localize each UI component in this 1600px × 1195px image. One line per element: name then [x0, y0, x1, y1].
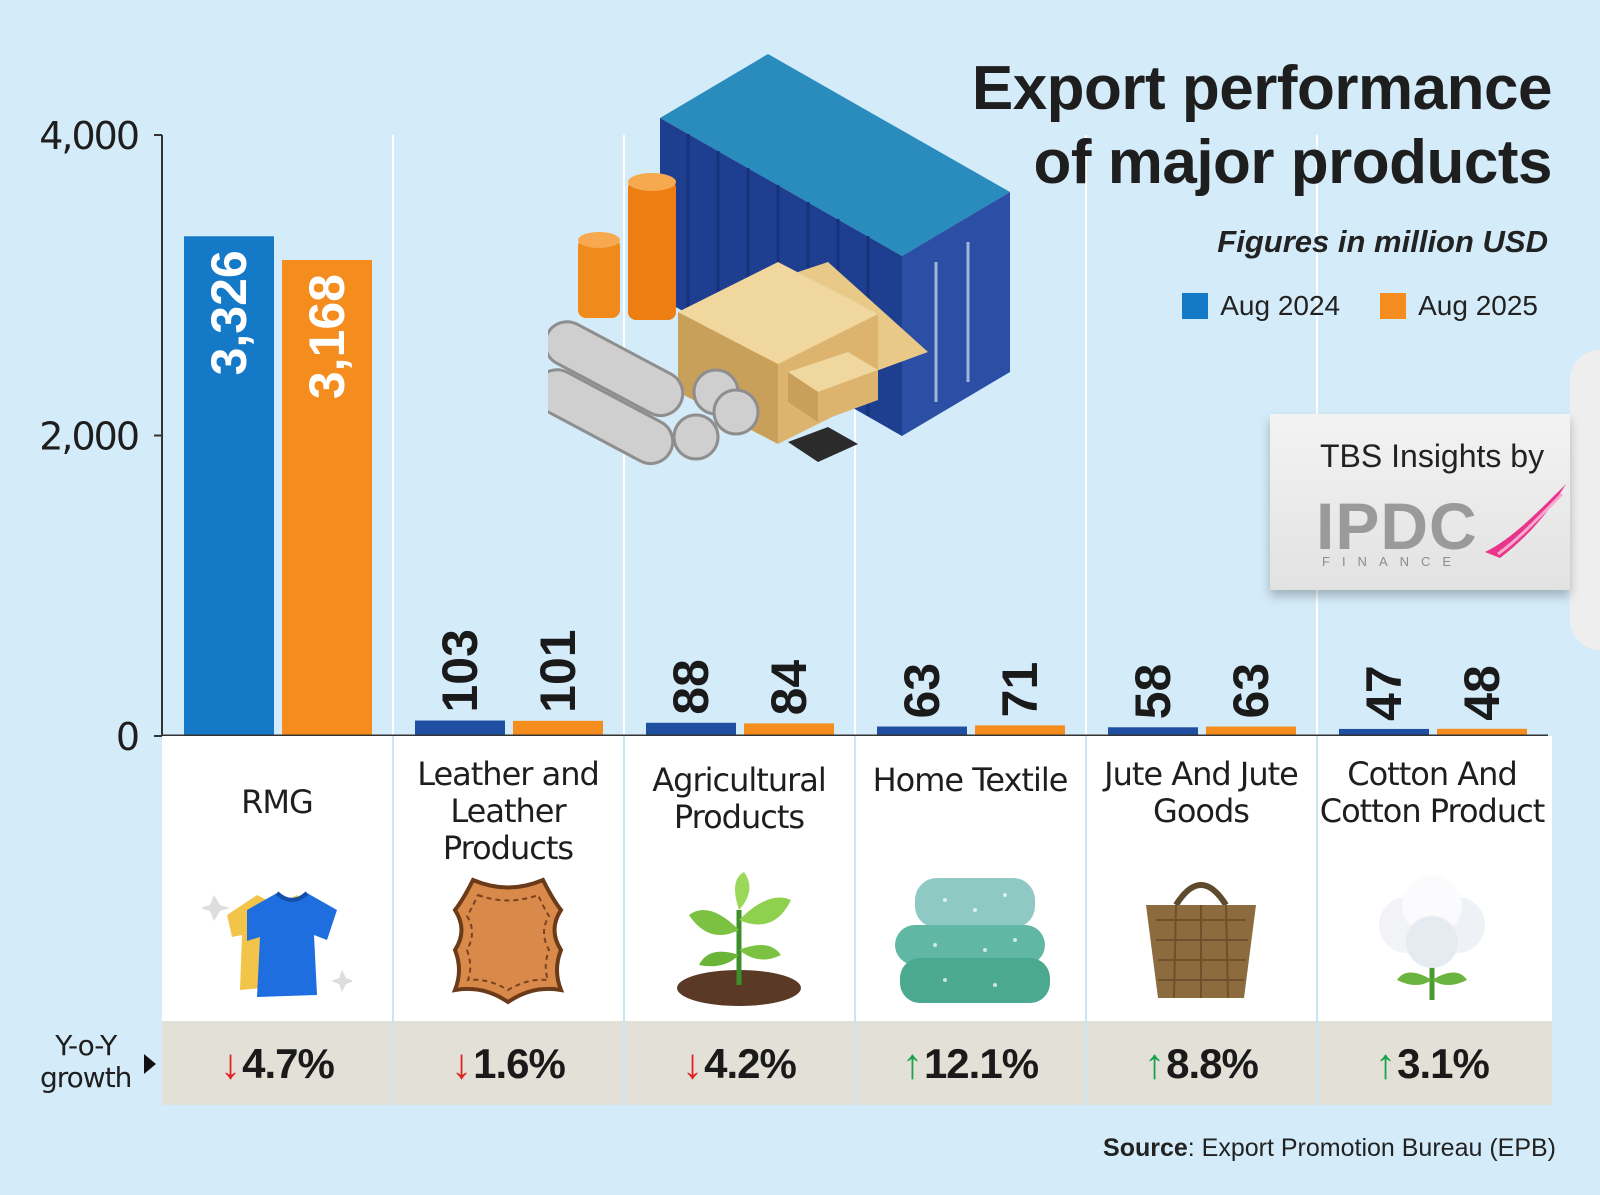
bar-aug-2025: [1206, 726, 1296, 736]
category-label: Home Textile: [872, 761, 1069, 799]
chart-subtitle: Figures in million USD: [1217, 224, 1548, 259]
column-divider: [854, 736, 856, 1105]
legend-label-aug-2025: Aug 2025: [1418, 290, 1538, 321]
data-label: 71: [992, 662, 1048, 718]
arrow-up-icon: ↑: [1375, 1040, 1396, 1087]
yoy-growth-value: ↓ 1.6%: [395, 1040, 621, 1088]
source-label: Source: [1103, 1134, 1188, 1162]
leather-hide-icon: [395, 870, 621, 1010]
arrow-down-icon: ↓: [220, 1040, 241, 1087]
arrow-down-icon: ↓: [451, 1040, 472, 1087]
bar-aug-2025: [513, 720, 603, 736]
jute-bag-icon: [1088, 870, 1314, 1010]
y-tick-label: 4,000: [39, 114, 138, 158]
arrow-up-icon: ↑: [1144, 1040, 1165, 1087]
yoy-growth-value: ↑ 12.1%: [857, 1040, 1083, 1088]
source-note: Source: Export Promotion Bureau (EPB): [1103, 1134, 1556, 1163]
y-tick-label: 2,000: [39, 415, 138, 459]
column-divider: [623, 736, 625, 1105]
sponsor-text: TBS Insights by: [1320, 438, 1545, 474]
column-divider: [1085, 736, 1087, 1105]
yoy-pointer-icon: [144, 1054, 156, 1074]
chart-title: Export performance of major products: [971, 52, 1553, 200]
cargo-illustration: [533, 52, 1048, 492]
ipdc-logo-sub: FINANCE: [1322, 554, 1464, 569]
bar-aug-2024: [1108, 727, 1198, 736]
arrow-down-icon: ↓: [682, 1040, 703, 1087]
category-label: Jute And Jute Goods: [1104, 755, 1299, 830]
data-label: 47: [1356, 665, 1412, 721]
category-label: Cotton And Cotton Product: [1319, 755, 1546, 830]
category-label: RMG: [241, 783, 314, 821]
growth-value: 4.7%: [242, 1040, 335, 1087]
title-line-2: of major products: [1033, 128, 1552, 197]
data-label: 84: [761, 660, 817, 716]
data-label: 63: [1223, 663, 1279, 719]
data-label: 48: [1454, 665, 1510, 721]
bar-aug-2024: [646, 722, 736, 736]
bar-aug-2024: [1339, 728, 1429, 736]
yoy-label-line-1: Y-o-Y: [55, 1029, 117, 1062]
sponsor-card-bg: [1270, 414, 1570, 590]
bar-aug-2024: [184, 236, 274, 736]
data-label: 101: [530, 629, 586, 712]
bar-aug-2025: [975, 725, 1065, 736]
yoy-growth-value: ↓ 4.7%: [164, 1040, 390, 1088]
sponsor-card: TBS Insights by IPDC FINANCE: [1270, 414, 1600, 594]
folded-towels-icon: [857, 870, 1083, 1010]
data-label: 58: [1125, 664, 1181, 720]
growth-value: 4.2%: [704, 1040, 797, 1087]
title-line-1: Export performance: [971, 54, 1553, 123]
legend: Aug 2024 Aug 2025: [1182, 290, 1538, 322]
data-label: 63: [894, 663, 950, 719]
legend-swatch-aug-2025: [1380, 293, 1407, 319]
bar-aug-2024: [877, 726, 967, 736]
growth-value: 12.1%: [923, 1040, 1039, 1087]
growth-value: 3.1%: [1397, 1040, 1490, 1087]
legend-item-aug-2024: Aug 2024: [1182, 290, 1340, 322]
yoy-label-line-2: growth: [40, 1061, 132, 1094]
arrow-up-icon: ↑: [901, 1040, 923, 1087]
yoy-growth-value: ↑ 8.8%: [1088, 1040, 1314, 1088]
bar-aug-2025: [744, 723, 834, 736]
bar-aug-2025: [1437, 728, 1527, 736]
ipdc-logo: IPDC: [1316, 489, 1478, 563]
growth-value: 1.6%: [473, 1040, 566, 1087]
yoy-growth-value: ↓ 4.2%: [626, 1040, 852, 1088]
growth-value: 8.8%: [1166, 1040, 1259, 1087]
tshirt-icon: [164, 870, 390, 1010]
data-label: 3,326: [201, 250, 257, 375]
ipdc-swoosh-icon: [1485, 484, 1566, 558]
source-text: : Export Promotion Bureau (EPB): [1187, 1134, 1556, 1162]
data-label: 88: [663, 659, 719, 715]
column-divider: [392, 736, 394, 1105]
side-tab: [1570, 350, 1600, 650]
legend-label-aug-2024: Aug 2024: [1220, 290, 1341, 321]
category-label: Agricultural Products: [652, 761, 827, 836]
data-label: 3,168: [299, 274, 355, 399]
bar-aug-2024: [415, 720, 505, 736]
column-divider: [1316, 736, 1318, 1105]
yoy-growth-value: ↑ 3.1%: [1319, 1040, 1545, 1088]
yoy-label: Y-o-Y growth: [40, 1029, 132, 1094]
data-label: 103: [432, 629, 488, 712]
cotton-boll-icon: [1319, 870, 1545, 1010]
bar-aug-2025: [282, 260, 372, 736]
y-tick-label: 0: [116, 715, 138, 759]
legend-item-aug-2025: Aug 2025: [1380, 290, 1538, 322]
plant-sprout-icon: [626, 870, 852, 1010]
legend-swatch-aug-2024: [1182, 293, 1209, 319]
category-label: Leather and Leather Products: [417, 755, 600, 867]
